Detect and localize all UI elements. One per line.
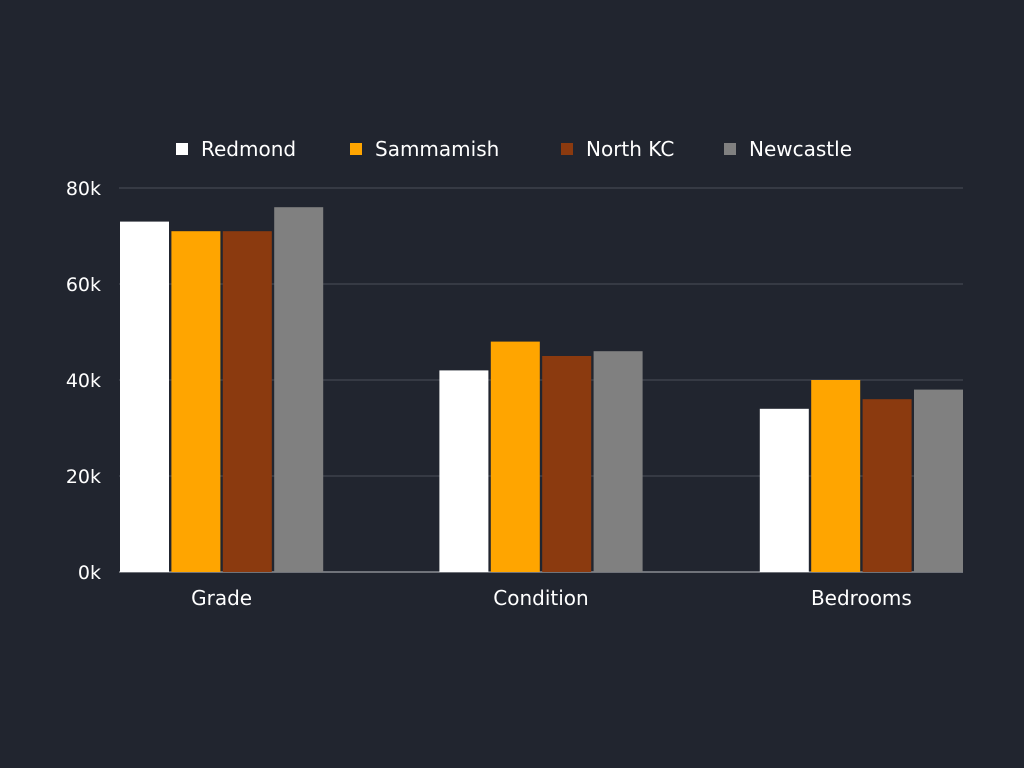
- x-category-label: Bedrooms: [811, 586, 912, 610]
- bar: [171, 231, 221, 572]
- y-tick-label: 40k: [66, 370, 101, 392]
- bar: [542, 356, 592, 572]
- bar: [862, 399, 912, 572]
- x-category-label: Condition: [493, 586, 588, 610]
- bar: [274, 207, 324, 572]
- legend-swatch: [350, 143, 362, 155]
- bar: [120, 221, 169, 572]
- y-tick-label: 80k: [66, 178, 101, 200]
- bar: [222, 231, 272, 572]
- bar: [914, 389, 963, 572]
- x-category-label: Grade: [191, 586, 252, 610]
- bar-groups: [120, 207, 963, 572]
- y-tick-label: 60k: [66, 274, 101, 296]
- bar: [439, 370, 489, 572]
- legend-swatch: [176, 143, 188, 155]
- y-tick-label: 20k: [66, 466, 101, 488]
- bar: [759, 408, 809, 572]
- bar: [490, 341, 540, 572]
- legend: Redmond Sammamish North KC Newcastle: [176, 137, 852, 161]
- x-axis-labels: Grade Condition Bedrooms: [191, 586, 912, 610]
- y-tick-label: 0k: [78, 562, 101, 584]
- legend-label: Redmond: [201, 137, 296, 161]
- legend-label: North KC: [586, 137, 674, 161]
- legend-label: Newcastle: [749, 137, 852, 161]
- legend-swatch: [561, 143, 573, 155]
- y-axis-ticks: 0k 20k 40k 60k 80k: [66, 178, 101, 584]
- bar: [811, 380, 861, 572]
- bar: [593, 351, 643, 572]
- legend-label: Sammamish: [375, 137, 499, 161]
- legend-swatch: [724, 143, 736, 155]
